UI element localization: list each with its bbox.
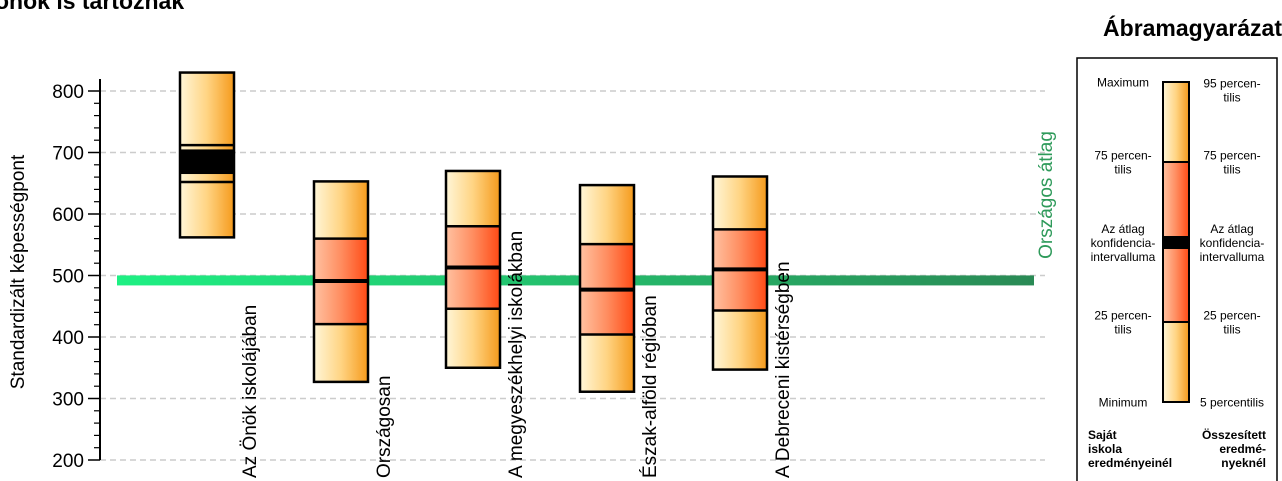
box-3 [444, 169, 502, 369]
legend-box-outline [1162, 81, 1190, 403]
legend-right-label: 25 percen-tilis [1203, 308, 1260, 336]
national-average-label: Országos átlag [1036, 131, 1057, 259]
chart-title: önök is tartoznak [0, 0, 185, 14]
box-outline [178, 71, 236, 239]
y-tick-label: 800 [52, 82, 84, 103]
box-outline [578, 183, 636, 393]
legend-right-label: 75 percen-tilis [1203, 148, 1260, 176]
legend-left-label: Maximum [1097, 75, 1149, 89]
national-average-line [117, 275, 1034, 286]
category-label: A megyeszékhelyi iskolákban [506, 231, 527, 478]
legend-right-label: Az átlag konfidencia-intervalluma [1200, 222, 1265, 264]
category-label: Országosan [374, 376, 395, 478]
box-4 [578, 183, 636, 393]
y-axis-label: Standardizált képességpont [8, 154, 29, 389]
legend-left-label: 75 percen-tilis [1094, 148, 1151, 176]
box-2 [312, 180, 370, 384]
category-label: A Debreceni kistérségben [773, 261, 794, 478]
y-tick-label: 700 [52, 144, 84, 165]
legend-left-label: Minimum [1099, 395, 1148, 409]
legend-right-label: 95 percen-tilis [1203, 76, 1260, 104]
y-tick-label: 200 [52, 451, 84, 472]
box-outline [711, 175, 769, 371]
legend-title: Ábramagyarázat [1103, 14, 1282, 41]
legend-footer-right: Összesített eredmé-nyeknél [1202, 427, 1266, 470]
y-tick-label: 400 [52, 328, 84, 349]
legend-left-label: 25 percen-tilis [1094, 308, 1151, 336]
box-5 [711, 175, 769, 371]
legend-right-label: 5 percentilis [1200, 395, 1264, 409]
mean-confidence-interval [180, 149, 234, 175]
category-label: Az Önök iskolájában [240, 305, 261, 478]
y-tick-label: 600 [52, 205, 84, 226]
legend-left-label: Az átlag konfidencia-intervalluma [1091, 222, 1156, 264]
legend-box-ci [1163, 236, 1189, 249]
y-tick-label: 500 [52, 267, 84, 288]
y-tick-label: 300 [52, 390, 84, 411]
box-1 [178, 71, 236, 239]
box-outline [312, 180, 370, 384]
category-label: Észak-alföld régióban [640, 295, 661, 478]
legend-footer-left: Saját iskola eredményeinél [1088, 428, 1172, 470]
box-outline [444, 169, 502, 369]
